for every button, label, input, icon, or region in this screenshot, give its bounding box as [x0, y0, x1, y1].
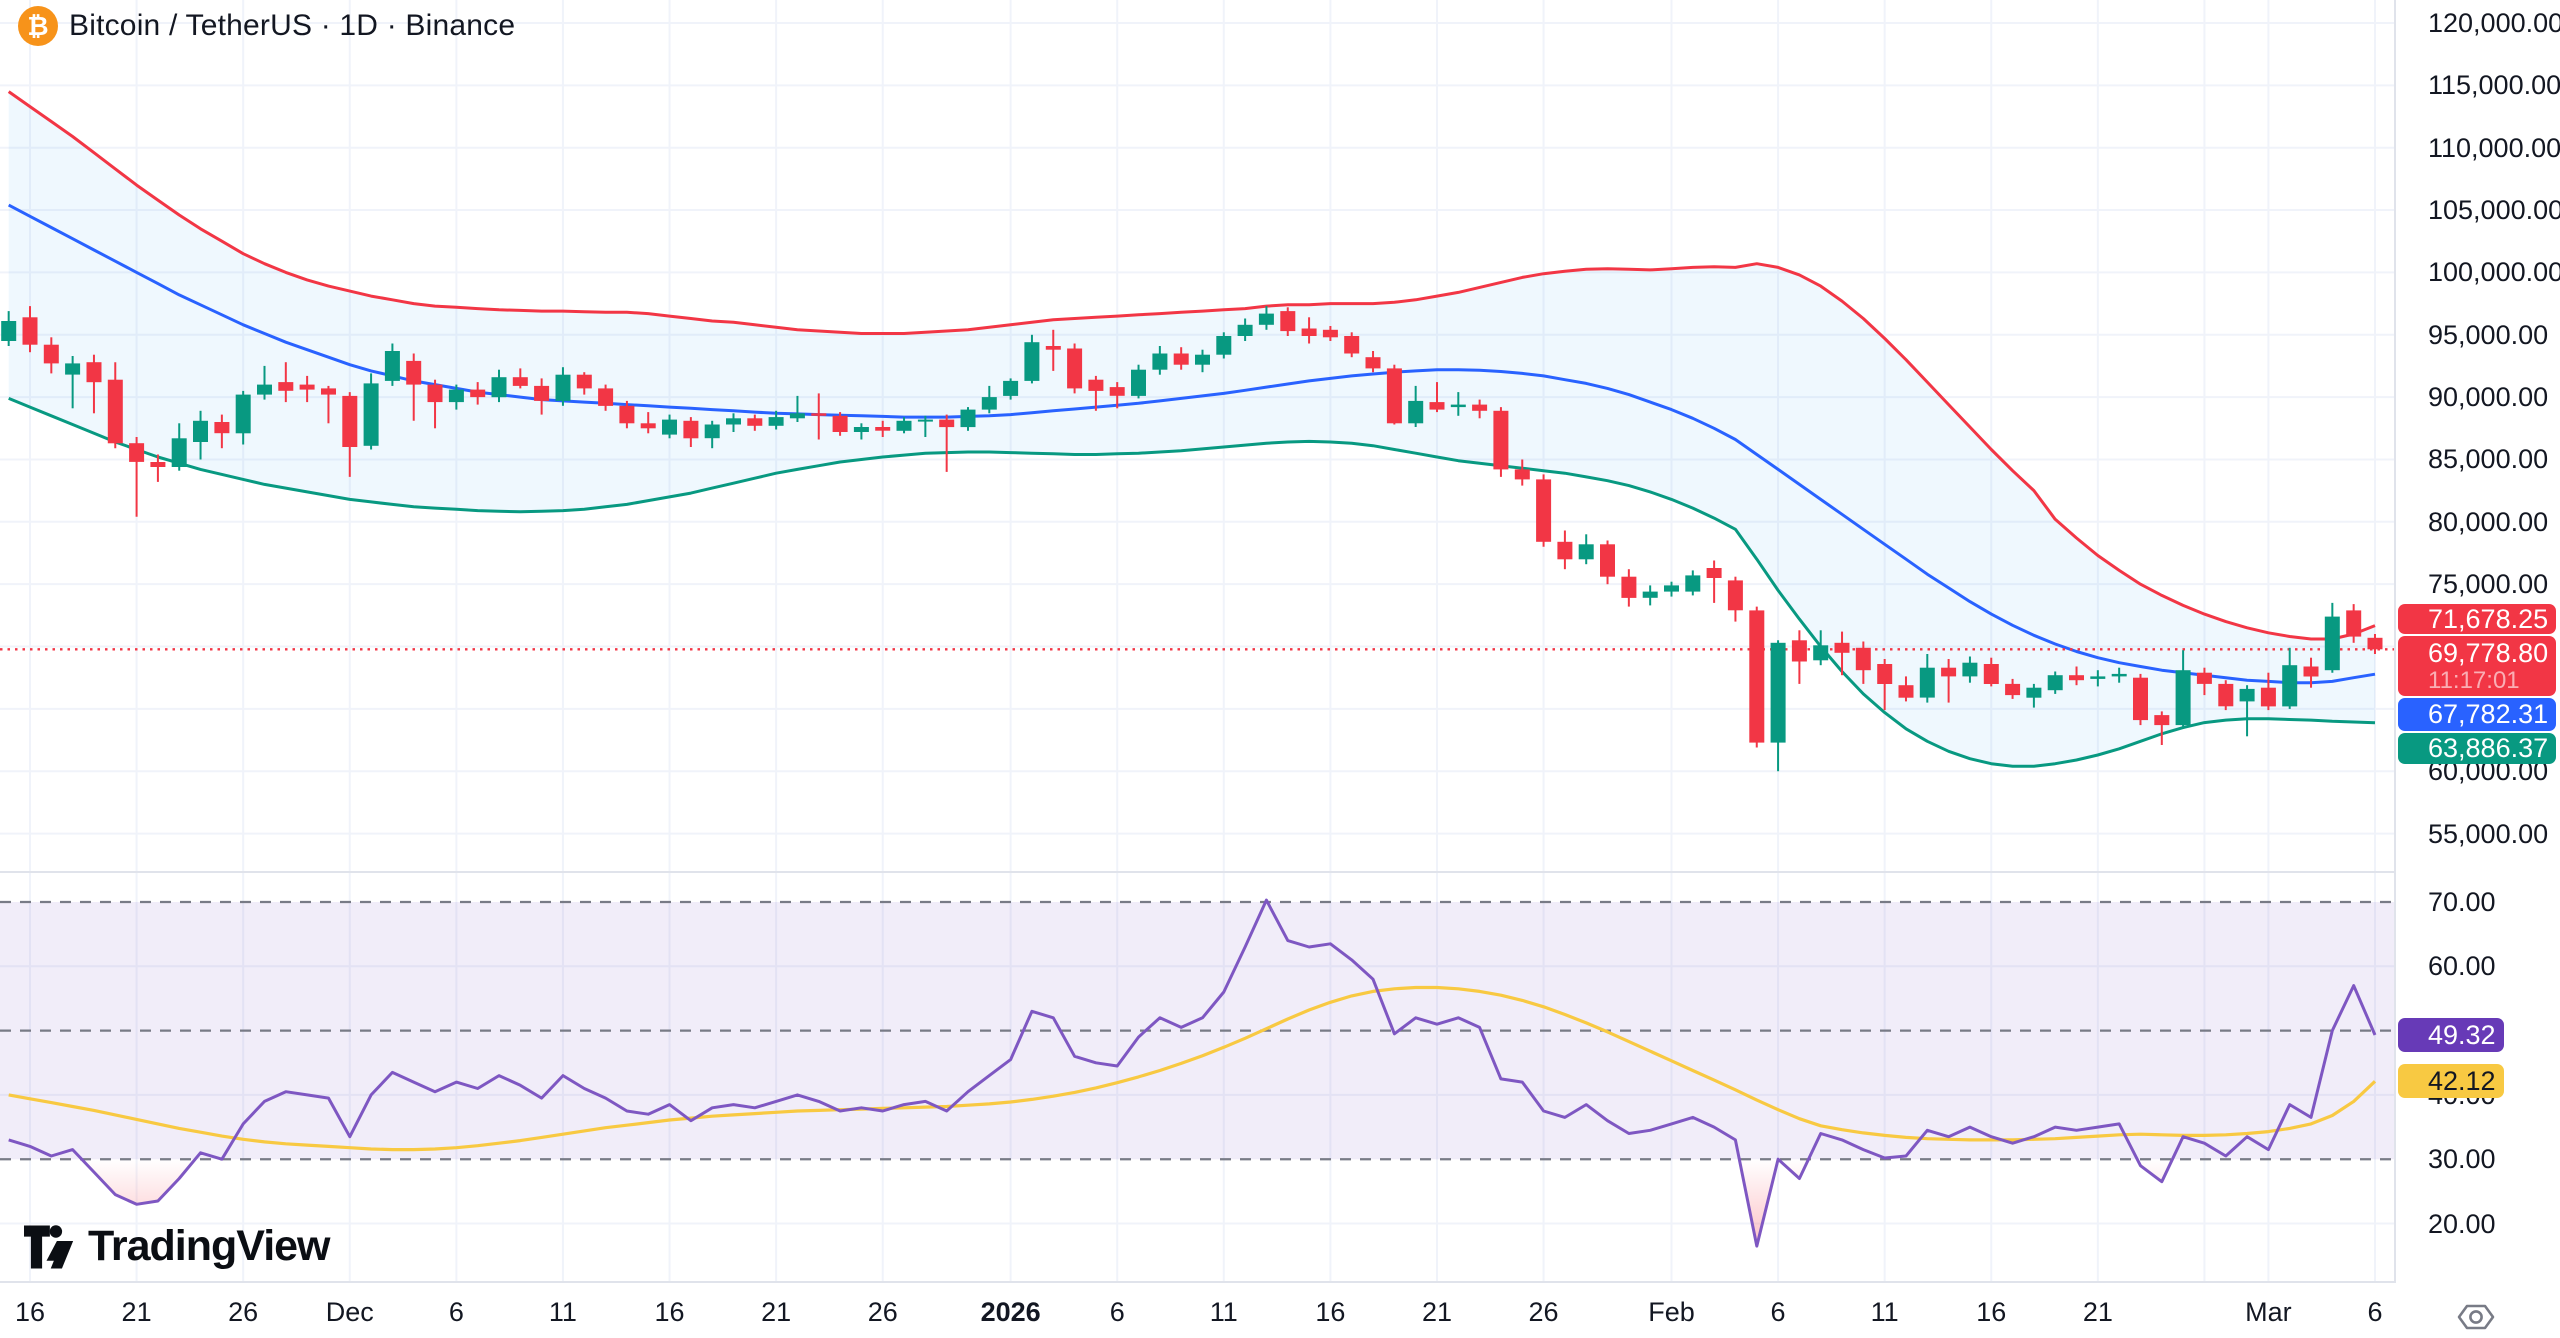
rsi-value: 49.32: [2428, 1019, 2496, 1050]
tradingview-mark-icon: [24, 1224, 74, 1269]
bb-lower-price-label: 63,886.37: [2398, 733, 2556, 764]
rsi-ma-value-label: 42.12: [2398, 1064, 2504, 1098]
time-label: 6: [448, 1297, 464, 1327]
eye-toggle-button[interactable]: [2456, 1300, 2496, 1334]
time-label: 2026: [980, 1297, 1041, 1327]
bb-basis-price-label: 67,782.31: [2398, 698, 2556, 731]
rsi-value-label: 49.32: [2398, 1018, 2504, 1052]
rsi-tick: 30.00: [2428, 1144, 2496, 1175]
time-axis[interactable]: 16 21 26 Dec 6 11 16 21 26 2026 6 11 16 21 26 Feb 6 11 16 2…: [0, 1283, 2560, 1338]
eye-icon: [2457, 1304, 2495, 1330]
tradingview-logo[interactable]: TradingView: [24, 1222, 330, 1271]
price-tick: 100,000.00: [2428, 257, 2560, 288]
price-tick: 105,000.00: [2428, 195, 2560, 226]
tradingview-wordmark: TradingView: [88, 1222, 330, 1270]
rsi-ma-value: 42.12: [2428, 1065, 2496, 1096]
price-tick: 55,000.00: [2428, 818, 2549, 849]
price-axis[interactable]: 20.0030.0040.0050.0060.0070.0055,000.006…: [2396, 0, 2560, 1338]
bb-lower-line: [8, 397, 2376, 768]
time-label: 16: [1315, 1297, 1346, 1327]
time-label: Dec: [325, 1297, 374, 1327]
symbol-title[interactable]: Bitcoin / TetherUS · 1D · Binance: [69, 9, 516, 42]
rsi-ma-line: [8, 985, 2377, 1152]
time-label: 16: [1976, 1297, 2007, 1327]
rsi-tick: 20.00: [2428, 1208, 2496, 1239]
vertical-grid: [29, 0, 2376, 1281]
time-label: 16: [14, 1297, 46, 1327]
time-label: 6: [1109, 1297, 1125, 1327]
time-label: 21: [761, 1297, 792, 1327]
bb-upper-line: [7, 90, 2376, 641]
time-label: 11: [548, 1297, 577, 1327]
rsi-tick: 60.00: [2428, 951, 2496, 982]
time-label: Mar: [2245, 1297, 2292, 1327]
time-label: 26: [867, 1297, 898, 1327]
time-label: 16: [654, 1297, 685, 1327]
bar-countdown-timer: 11:17:01: [2428, 667, 2520, 694]
rsi-line: [8, 898, 2377, 1248]
time-label: 26: [228, 1297, 259, 1327]
price-tick: 80,000.00: [2428, 506, 2549, 537]
bb-basis-line: [8, 203, 2376, 685]
last-price-value: 69,778.80: [2428, 638, 2549, 668]
last-price-label: 69,778.80 11:17:01: [2398, 636, 2556, 696]
rsi-band-fill: [0, 902, 2395, 1160]
time-label: Feb: [1648, 1297, 1695, 1327]
time-label: 6: [1770, 1297, 1786, 1327]
bitcoin-icon: ₿: [18, 6, 58, 46]
rsi-grid: [0, 965, 2395, 1225]
symbol-header[interactable]: ₿ Bitcoin / TetherUS · 1D · Binance: [18, 6, 515, 46]
bb-basis-price-value: 67,782.31: [2428, 699, 2549, 729]
candles-series: [1, 306, 2383, 772]
time-label: 21: [2082, 1297, 2113, 1327]
price-tick: 95,000.00: [2428, 319, 2549, 350]
time-label: 11: [1870, 1297, 1899, 1327]
price-tick: 115,000.00: [2428, 70, 2560, 101]
price-tick: 110,000.00: [2428, 132, 2560, 163]
bitcoin-glyph: ₿: [27, 10, 49, 41]
bb-upper-price-value: 71,678.25: [2428, 603, 2549, 634]
time-label: 21: [1421, 1297, 1453, 1327]
time-label: 21: [121, 1297, 152, 1327]
bb-upper-price-label: 71,678.25: [2398, 604, 2556, 634]
time-label: 11: [1209, 1297, 1238, 1327]
time-label: 6: [2367, 1297, 2383, 1327]
price-tick: 120,000.00: [2428, 8, 2560, 38]
bb-lower-price-value: 63,886.37: [2428, 733, 2549, 763]
time-label: 26: [1528, 1297, 1559, 1327]
rsi-tick: 70.00: [2428, 887, 2496, 917]
price-tick: 85,000.00: [2428, 444, 2549, 475]
price-tick: 75,000.00: [2428, 569, 2549, 600]
price-tick: 90,000.00: [2428, 382, 2549, 413]
